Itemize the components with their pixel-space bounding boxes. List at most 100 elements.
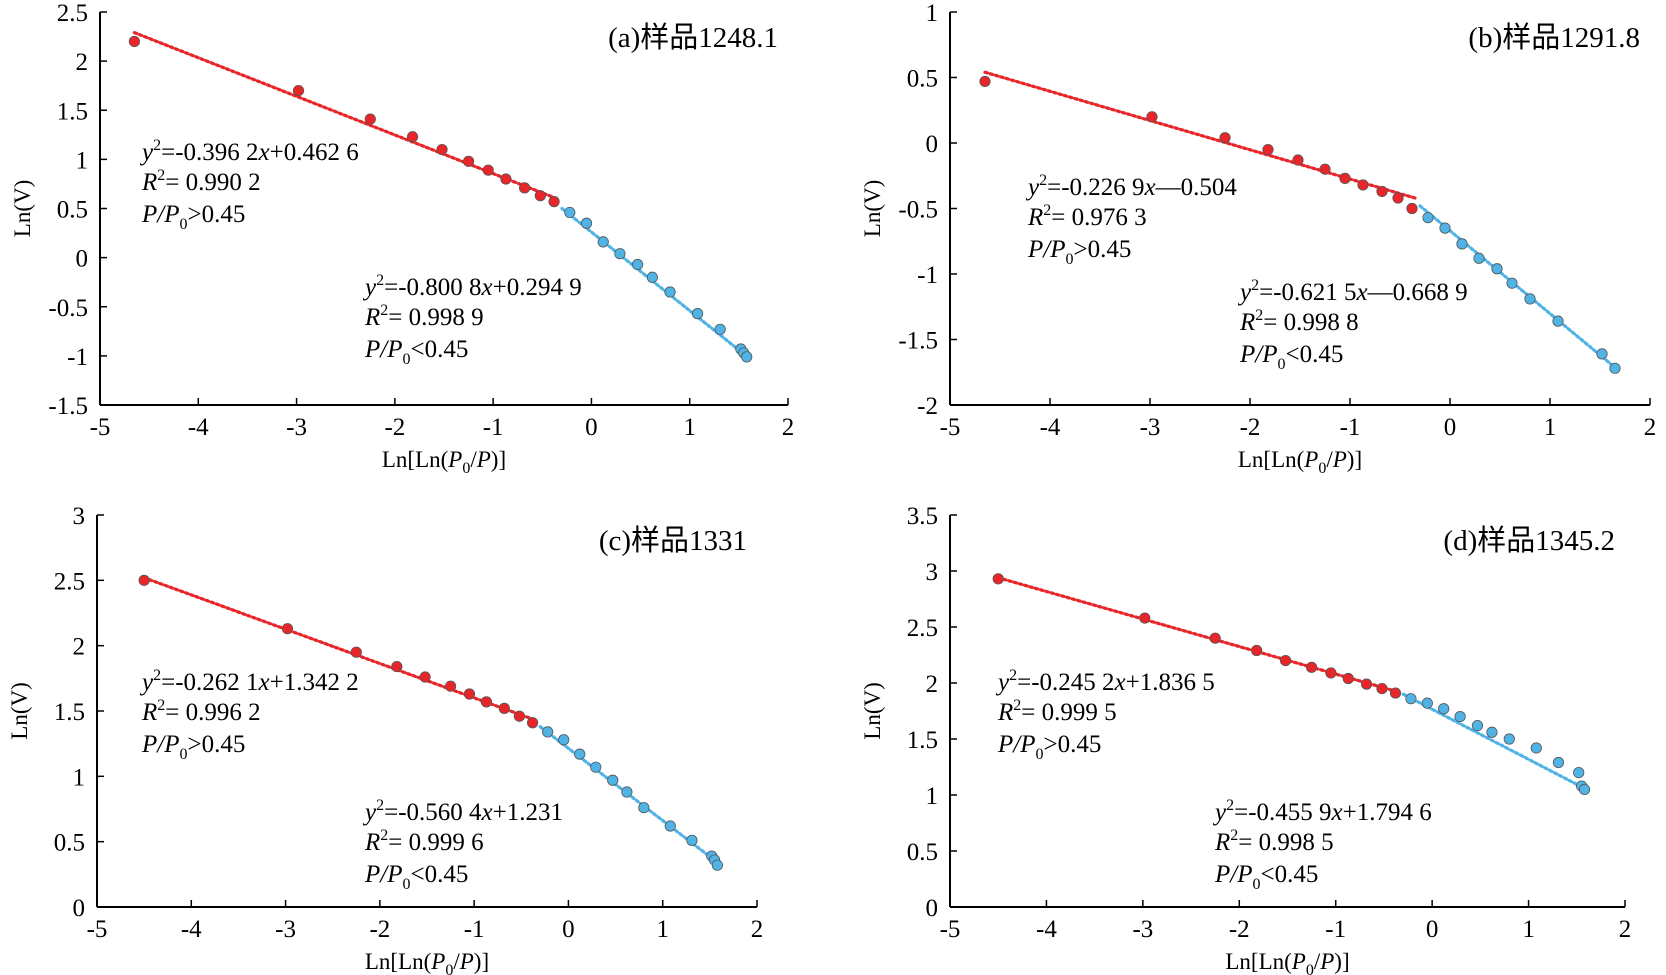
- y-tick-label: 1: [73, 764, 86, 791]
- y-tick-label: 1: [926, 783, 939, 810]
- x-tick-label: -5: [90, 414, 111, 441]
- r-sup: 2: [1013, 697, 1021, 714]
- fit-equation: y2=-0.262 1x+1.342 2: [139, 667, 359, 696]
- p0-letter: P: [1019, 731, 1035, 758]
- p0-sub: 0: [403, 351, 411, 368]
- r-squared: R2= 0.990 2: [141, 167, 261, 196]
- data-point-high-p: [979, 75, 991, 88]
- data-point-high-p: [406, 131, 419, 143]
- pressure-range: P/P0>0.45: [141, 731, 245, 763]
- eq-const: +0.462 6: [270, 139, 359, 166]
- data-point-low-p: [1503, 733, 1515, 745]
- fit-equation: y2=-0.455 9x+1.794 6: [1212, 797, 1432, 826]
- data-point-high-p: [482, 164, 494, 176]
- eq-sup: 2: [1226, 797, 1234, 814]
- r-letter: R: [997, 699, 1013, 726]
- data-point-high-p: [1376, 682, 1388, 695]
- r-sup: 2: [1255, 307, 1263, 324]
- r-squared: R2= 0.999 6: [364, 827, 484, 856]
- x-axis-title-close: )]: [474, 949, 489, 974]
- data-point-low-p: [711, 859, 724, 871]
- y-tick-label: 3.5: [907, 503, 938, 530]
- eq-const: +0.294 9: [493, 274, 582, 301]
- eq-sup: 2: [153, 667, 161, 684]
- data-point-high-p: [548, 196, 560, 208]
- x-tick-label: -1: [1325, 916, 1346, 943]
- y-tick-label: 2: [76, 49, 89, 76]
- x-axis-title-p0: P: [1291, 949, 1306, 974]
- p-compare: <0.45: [1261, 861, 1319, 888]
- x-axis-title-p0: P: [447, 447, 462, 472]
- fit-line-low-p: [560, 206, 751, 360]
- fit-line-low-p: [1418, 204, 1618, 370]
- eq-sup: 2: [153, 137, 161, 154]
- data-point-low-p: [691, 308, 704, 320]
- panel-title: (c)样品1331: [599, 524, 747, 557]
- x-axis-title-slash: /: [470, 447, 477, 472]
- chart-panel-d: -5 -4 -3 -2 -1 0 1 200.511.522.533.5Ln[Ln(P0/P)…: [860, 503, 1631, 975]
- eq-sup: 2: [376, 272, 384, 289]
- data-point-high-p: [419, 671, 431, 683]
- x-tick-label: 1: [1544, 414, 1557, 441]
- p0-sub: 0: [403, 876, 411, 893]
- eq-x: x: [1114, 669, 1126, 696]
- r-sup: 2: [1043, 202, 1051, 219]
- x-axis-title-p: P: [1319, 949, 1334, 974]
- data-point-high-p: [1357, 179, 1369, 191]
- data-point-low-p: [714, 323, 726, 335]
- data-point-high-p: [1325, 667, 1337, 679]
- eq-x: x: [481, 799, 493, 826]
- y-tick-label: 0.5: [907, 839, 938, 866]
- r-sup: 2: [157, 167, 165, 184]
- x-axis-title-text: Ln[Ln(: [382, 447, 448, 472]
- data-point-low-p: [564, 206, 576, 219]
- p-slash: /: [1228, 861, 1239, 888]
- data-point-high-p: [518, 182, 531, 194]
- data-point-low-p: [1578, 783, 1591, 796]
- r-value: = 0.990 2: [165, 169, 260, 196]
- y-tick-label: 1: [926, 0, 939, 27]
- p0-letter: P: [386, 861, 402, 888]
- data-point-high-p: [444, 680, 457, 692]
- p0-letter: P: [1261, 341, 1277, 368]
- fit-equation: y2=-0.800 8x+0.294 9: [362, 272, 582, 301]
- x-tick-label: 0: [1426, 916, 1439, 943]
- x-tick-label: 1: [683, 414, 696, 441]
- data-point-high-p: [1262, 143, 1274, 156]
- eq-x: x: [481, 274, 493, 301]
- data-point-low-p: [1530, 742, 1542, 754]
- eq-x: x: [1144, 174, 1156, 201]
- data-point-high-p: [1342, 672, 1354, 685]
- data-point-high-p: [138, 574, 150, 586]
- y-tick-label: 3: [73, 503, 86, 530]
- eq-const: +1.836 5: [1126, 669, 1215, 696]
- eq-coef: =-0.262 1: [161, 669, 258, 696]
- chart-panel-a: -5 -4 -3 -2 -1 0 1 2 -1.5 -1 -0.5 0 0.5 1 1.5 2 2.5 Ln[Ln…: [10, 0, 794, 477]
- data-point-high-p: [534, 190, 546, 202]
- data-point-low-p: [621, 786, 633, 798]
- data-point-low-p: [686, 834, 698, 846]
- eq-sup: 2: [1251, 277, 1259, 294]
- r-sup: 2: [380, 827, 388, 844]
- data-point-high-p: [1209, 632, 1221, 644]
- data-point-low-p: [1552, 756, 1565, 769]
- data-point-low-p: [1609, 362, 1621, 374]
- pressure-range: P/P0<0.45: [364, 336, 468, 368]
- p-letter: P: [1027, 236, 1043, 263]
- p-slash: /: [155, 731, 166, 758]
- eq-y: y: [1237, 279, 1252, 306]
- r-letter: R: [1239, 309, 1255, 336]
- p-compare: >0.45: [1074, 236, 1132, 263]
- p-slash: /: [378, 861, 389, 888]
- data-point-low-p: [1596, 348, 1608, 360]
- y-tick-label: -2: [917, 393, 938, 420]
- y-tick-label: 2: [73, 634, 86, 661]
- eq-coef: =-0.245 2: [1017, 669, 1114, 696]
- r-letter: R: [1214, 829, 1230, 856]
- r-value: = 0.996 2: [165, 699, 260, 726]
- data-point-high-p: [513, 710, 526, 722]
- eq-const: +1.231: [493, 799, 563, 826]
- y-tick-label: 0: [76, 246, 89, 273]
- r-value: = 0.998 9: [388, 304, 483, 331]
- y-axis-title: Ln(V): [860, 180, 885, 237]
